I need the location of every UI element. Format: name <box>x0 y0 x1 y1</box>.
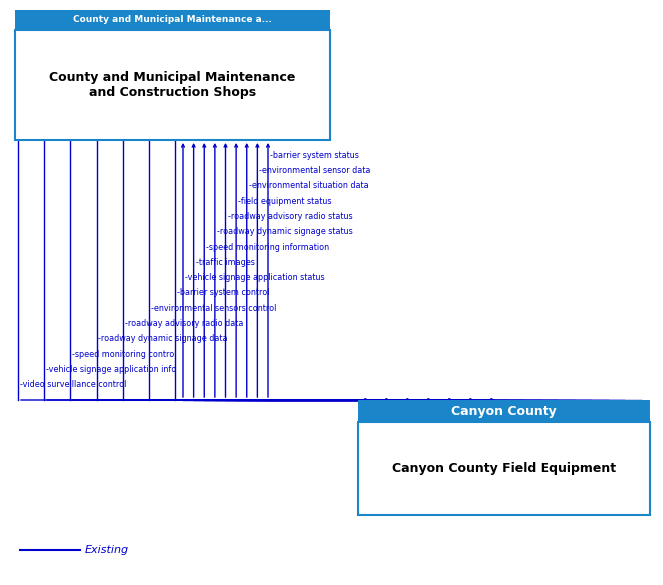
Text: -field equipment status: -field equipment status <box>238 197 332 206</box>
Text: -environmental sensor data: -environmental sensor data <box>259 166 371 175</box>
Text: -vehicle signage application info: -vehicle signage application info <box>46 365 176 374</box>
Text: -roadway advisory radio status: -roadway advisory radio status <box>227 212 352 221</box>
Text: -environmental sensors control: -environmental sensors control <box>151 304 276 313</box>
Text: -speed monitoring information: -speed monitoring information <box>206 243 330 252</box>
Text: -barrier system control: -barrier system control <box>177 288 269 297</box>
Bar <box>358 400 650 422</box>
Text: -traffic images: -traffic images <box>196 258 255 267</box>
Text: Canyon County: Canyon County <box>451 404 557 418</box>
Text: -vehicle signage application status: -vehicle signage application status <box>185 273 325 282</box>
Bar <box>15 10 330 30</box>
Text: -environmental situation data: -environmental situation data <box>249 181 369 190</box>
Text: -roadway dynamic signage data: -roadway dynamic signage data <box>99 334 228 343</box>
Text: -speed monitoring control: -speed monitoring control <box>72 350 177 359</box>
Text: County and Municipal Maintenance a...: County and Municipal Maintenance a... <box>73 15 272 25</box>
Text: -video surveillance control: -video surveillance control <box>20 380 127 389</box>
Text: Canyon County Field Equipment: Canyon County Field Equipment <box>392 462 616 475</box>
Bar <box>358 422 650 515</box>
Text: County and Municipal Maintenance
and Construction Shops: County and Municipal Maintenance and Con… <box>49 71 296 99</box>
Text: -barrier system status: -barrier system status <box>270 151 359 160</box>
Text: -roadway advisory radio data: -roadway advisory radio data <box>125 319 243 328</box>
Bar <box>15 30 330 140</box>
Text: -roadway dynamic signage status: -roadway dynamic signage status <box>217 227 353 236</box>
Text: Existing: Existing <box>85 545 129 555</box>
